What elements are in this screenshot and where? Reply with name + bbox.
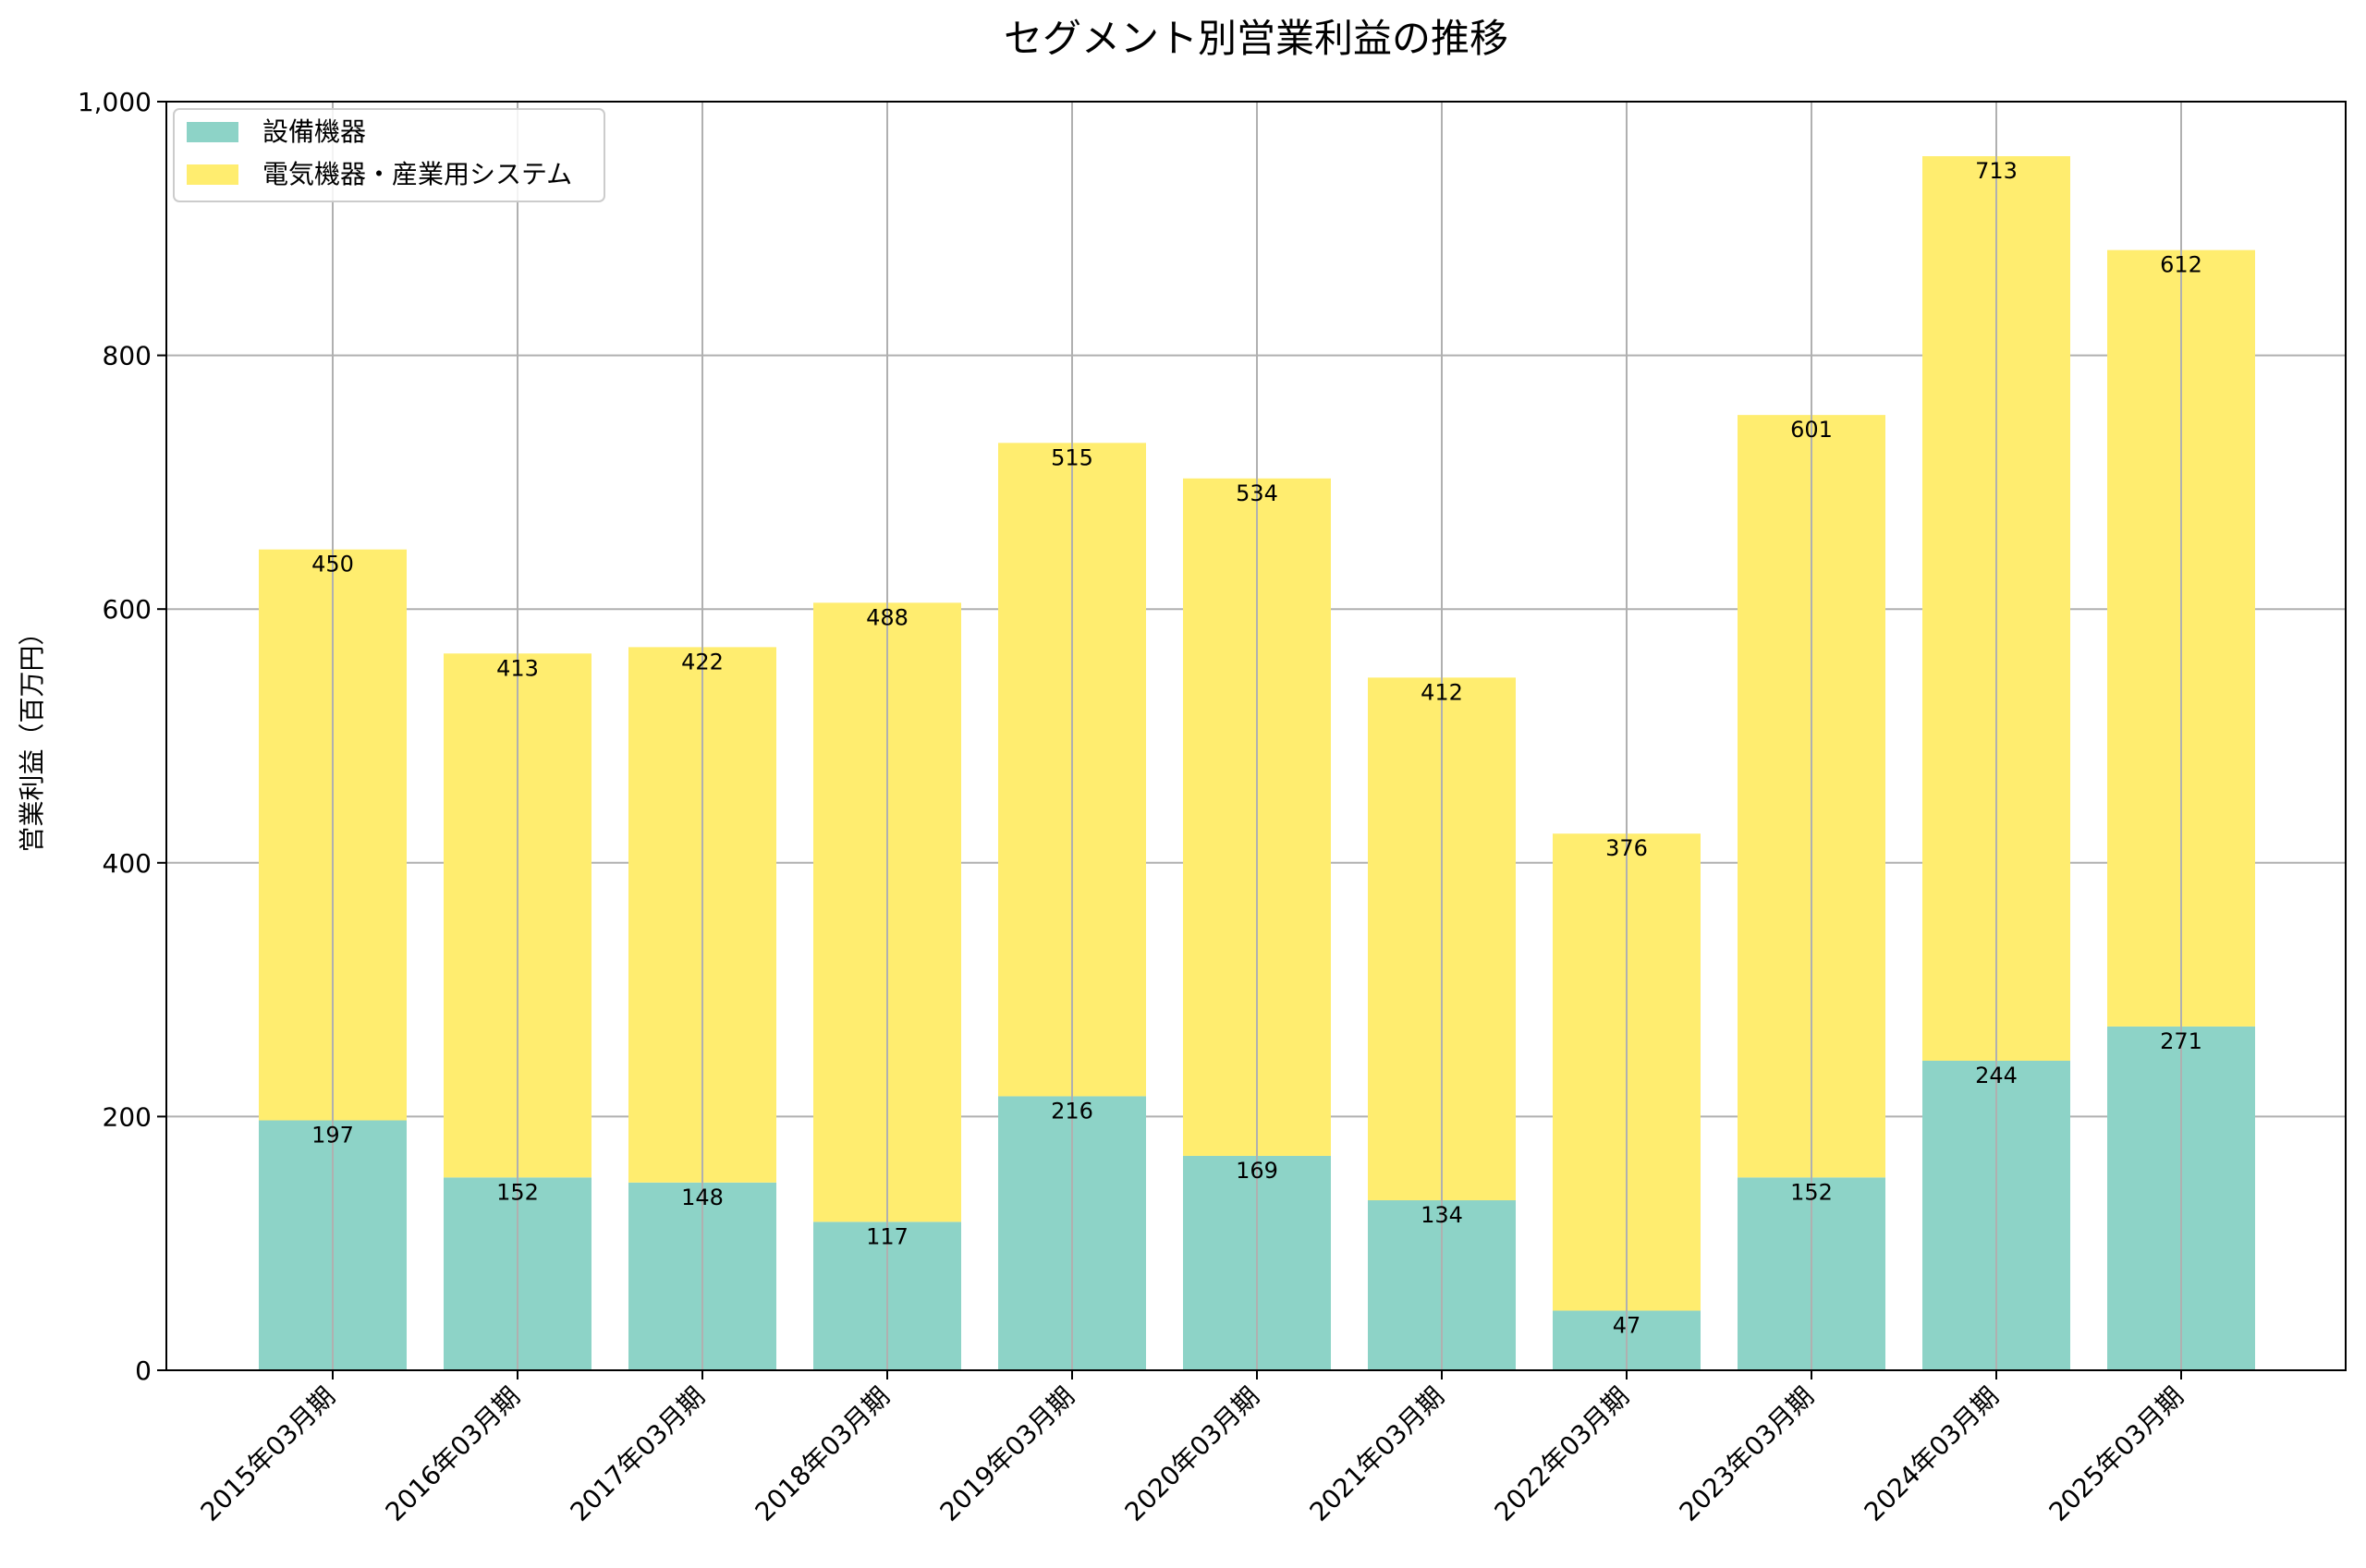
bar-value-label: 47 [1613,1312,1641,1338]
y-tick-label: 1,000 [78,87,152,117]
bar-value-label: 169 [1236,1158,1278,1184]
y-tick-label: 800 [103,341,152,371]
bar-value-label: 413 [496,655,539,681]
bar-value-label: 152 [496,1179,539,1205]
bar-value-label: 488 [866,604,909,630]
legend-label: 電気機器・産業用システム [262,159,572,189]
legend-label: 設備機器 [262,116,366,147]
bar-value-label: 197 [311,1123,354,1149]
x-tick-label: 2018年03月期 [750,1381,896,1527]
bar-value-label: 412 [1421,679,1463,705]
x-tick-label: 2017年03月期 [565,1381,711,1527]
bar-value-label: 534 [1236,480,1278,506]
bar-value-label: 134 [1421,1202,1463,1228]
x-tick-label: 2022年03月期 [1489,1381,1635,1527]
vertical-grid [332,102,2182,1370]
bar-value-label: 515 [1051,444,1093,470]
y-axis-title: 営業利益（百万円） [17,619,47,852]
bar-value-label: 117 [866,1223,909,1249]
x-tick-label: 2019年03月期 [934,1381,1080,1527]
bar-value-label: 612 [2160,252,2202,278]
y-tick-label: 0 [135,1355,152,1386]
legend-box [173,108,605,202]
bar-value-label: 450 [311,552,354,577]
bar-labels: 197 450 152 413 148 422 117 488 216 515 169 534 134 4… [311,158,2202,1338]
bar-value-label: 601 [1790,417,1833,443]
bar-value-label: 271 [2160,1028,2202,1054]
y-tick-label: 400 [103,848,152,879]
x-tick-label: 2016年03月期 [380,1381,526,1527]
x-tick-label: 2020年03月期 [1119,1381,1265,1527]
y-tick-label: 200 [103,1101,152,1132]
bar-value-label: 216 [1051,1098,1093,1124]
x-tick-label: 2025年03月期 [2043,1381,2189,1527]
x-tick-label: 2023年03月期 [1674,1381,1820,1527]
x-axis: 2015年03月期 2016年03月期 2017年03月期 2018年03月期 2019… [195,1370,2189,1527]
bar-value-label: 244 [1975,1063,2018,1088]
y-tick-label: 600 [103,594,152,625]
bar-value-label: 713 [1975,158,2018,184]
x-tick-label: 2015年03月期 [195,1381,341,1527]
bar-value-label: 152 [1790,1179,1833,1205]
x-tick-label: 2021年03月期 [1304,1381,1450,1527]
y-axis: 0 200 400 600 800 1,000 [78,87,166,1386]
bar-value-label: 422 [681,649,724,675]
legend-swatch [187,164,238,185]
bar-value-label: 376 [1605,835,1648,861]
bar-value-label: 148 [681,1185,724,1210]
legend-swatch [187,122,238,142]
x-tick-label: 2024年03月期 [1859,1381,2005,1527]
chart-title: セグメント別営業利益の推移 [1004,16,1508,61]
